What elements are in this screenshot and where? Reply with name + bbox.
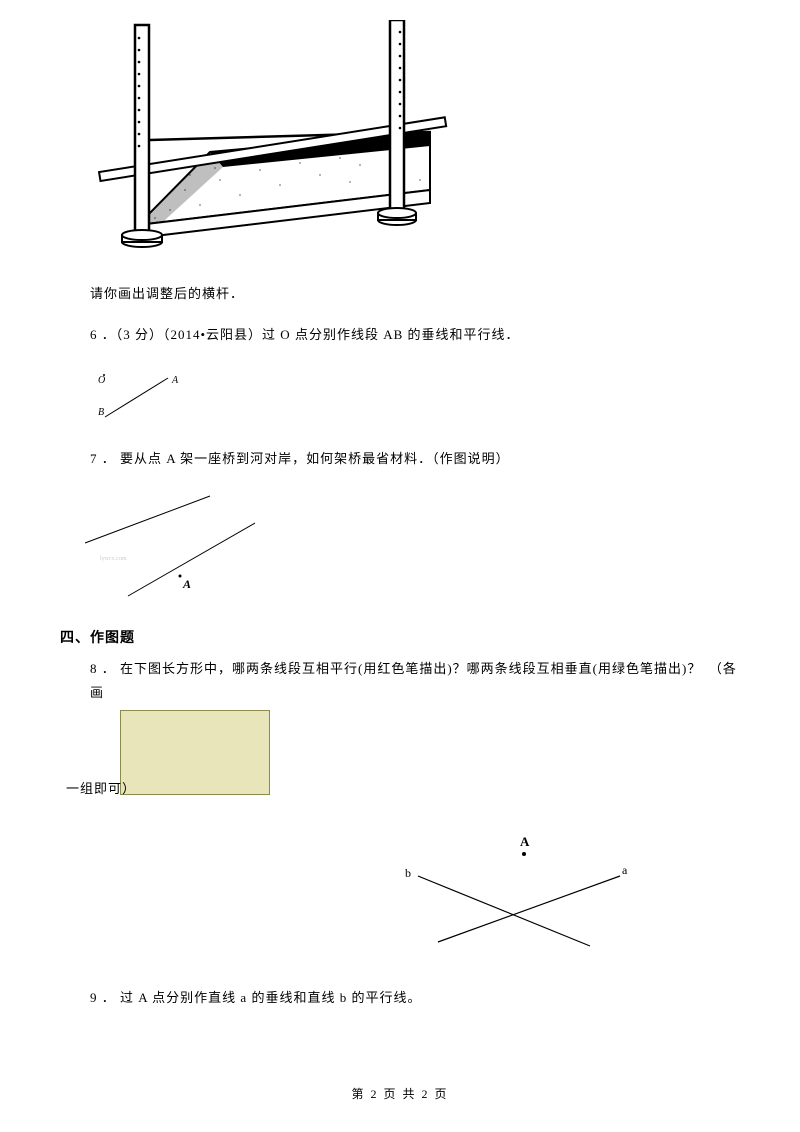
- section4-heading: 四、作图题: [60, 627, 740, 647]
- q9-a-label: a: [622, 863, 628, 877]
- q6-O-label: O: [98, 375, 105, 386]
- q6-A-label: A: [171, 375, 179, 386]
- figure-highjump: [80, 20, 460, 260]
- q5-instruction: 请你画出调整后的横杆．: [90, 282, 740, 305]
- q6-B-label: B: [98, 407, 104, 418]
- page-footer: 第 2 页 共 2 页: [0, 1085, 800, 1102]
- diagram-q6: O A B: [90, 365, 210, 425]
- q8-first-line: 8 ． 在下图长方形中，哪两条线段互相平行(用红色笔描出)？哪两条线段互相垂直(…: [90, 657, 740, 704]
- page-content: 请你画出调整后的横杆． 6 ．（3 分）（2014•云阳县）过 O 点分别作线段…: [60, 20, 740, 1010]
- watermark: lywcx.com: [100, 556, 127, 562]
- q9-b-label: b: [405, 866, 411, 880]
- q9-A-label: A: [520, 834, 530, 849]
- q8-rectangle: [120, 710, 270, 795]
- q6-text: 6 ．（3 分）（2014•云阳县）过 O 点分别作线段 AB 的垂线和平行线．: [90, 323, 740, 346]
- q8-continuation: 一组即可）: [66, 777, 136, 804]
- diagram-q7: A lywcx.com: [80, 488, 260, 603]
- diagram-q9: A b a: [340, 834, 640, 954]
- q9-text: 9 ． 过 A 点分别作直线 a 的垂线和直线 b 的平行线。: [90, 986, 740, 1009]
- q7-text: 7 ． 要从点 A 架一座桥到河对岸，如何架桥最省材料．（作图说明）: [90, 447, 740, 470]
- q8-block: 8 ． 在下图长方形中，哪两条线段互相平行(用红色笔描出)？哪两条线段互相垂直(…: [60, 657, 740, 804]
- q7-A-label: A: [182, 577, 191, 591]
